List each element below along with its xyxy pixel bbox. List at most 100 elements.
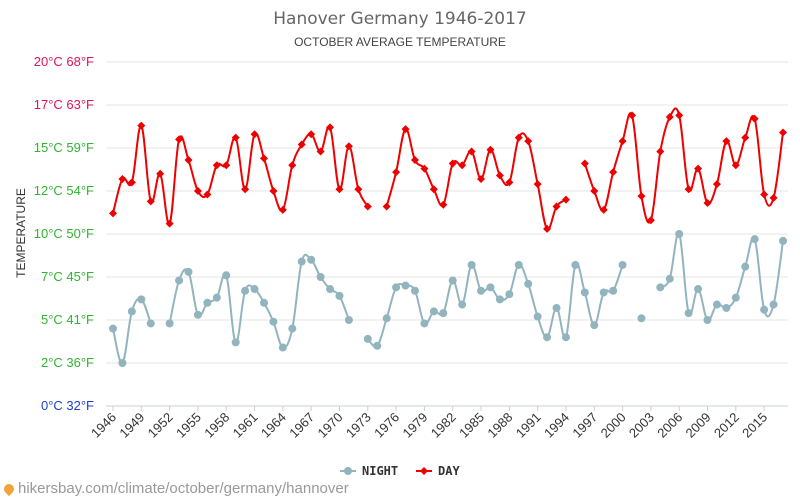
data-point-day[interactable] [288,161,297,170]
data-point-day[interactable] [193,187,202,195]
data-point-day[interactable] [543,224,552,233]
data-point-day[interactable] [712,180,721,189]
data-point-night[interactable] [656,283,665,292]
data-point-night[interactable] [514,260,523,269]
data-point-day[interactable] [109,209,117,218]
data-point-night[interactable] [571,260,580,269]
data-point-night[interactable] [495,295,504,304]
data-point-day[interactable] [467,147,476,156]
data-point-night[interactable] [392,283,401,292]
data-point-day[interactable] [146,197,155,206]
data-point-day[interactable] [760,190,769,199]
data-point-night[interactable] [137,295,146,304]
data-point-day[interactable] [628,111,637,120]
data-point-night[interactable] [750,235,759,244]
data-point-night[interactable] [212,293,221,302]
data-point-night[interactable] [722,303,731,312]
data-point-day[interactable] [269,187,278,195]
data-point-day[interactable] [561,195,570,204]
data-point-day[interactable] [684,185,693,194]
data-point-night[interactable] [590,321,599,330]
data-point-day[interactable] [495,171,504,180]
data-point-night[interactable] [250,285,259,294]
data-point-day[interactable] [429,185,438,194]
data-point-day[interactable] [410,156,419,165]
data-point-night[interactable] [420,319,429,328]
data-point-night[interactable] [524,279,533,288]
source-link[interactable]: hikersbay.com/climate/october/germany/ha… [1,480,349,497]
data-point-day[interactable] [363,202,372,211]
data-point-day[interactable] [779,128,787,137]
data-point-night[interactable] [552,303,561,312]
data-point-night[interactable] [731,293,740,302]
data-point-day[interactable] [250,130,259,139]
data-point-night[interactable] [326,285,335,294]
data-point-day[interactable] [326,123,335,132]
legend-item-day[interactable]: DAY [416,464,460,478]
data-point-night[interactable] [288,324,297,333]
data-point-night[interactable] [410,286,419,295]
data-point-night[interactable] [741,262,750,271]
data-point-night[interactable] [363,334,372,343]
data-point-night[interactable] [769,300,778,309]
data-point-night[interactable] [146,319,155,328]
data-point-day[interactable] [694,164,703,173]
data-point-night[interactable] [429,307,438,316]
data-point-day[interactable] [618,137,627,146]
data-point-night[interactable] [109,324,117,333]
data-point-day[interactable] [533,180,542,189]
data-point-night[interactable] [665,274,674,283]
data-point-day[interactable] [665,113,674,122]
data-point-day[interactable] [609,168,618,177]
data-point-night[interactable] [684,309,693,318]
data-point-day[interactable] [524,137,533,146]
data-point-night[interactable] [599,288,608,297]
data-point-night[interactable] [505,290,514,299]
data-point-night[interactable] [231,338,240,347]
data-point-day[interactable] [127,178,136,187]
data-point-night[interactable] [694,285,703,294]
data-point-night[interactable] [184,267,193,276]
data-point-night[interactable] [486,283,495,292]
data-point-day[interactable] [590,187,599,195]
data-point-day[interactable] [486,145,495,154]
data-point-day[interactable] [222,161,231,170]
data-point-day[interactable] [382,202,391,211]
data-point-day[interactable] [137,121,146,130]
data-point-night[interactable] [118,359,127,367]
data-point-day[interactable] [241,185,250,194]
data-point-night[interactable] [561,333,570,342]
data-point-night[interactable] [637,314,646,323]
data-point-night[interactable] [779,236,787,245]
data-point-night[interactable] [373,341,382,350]
data-point-night[interactable] [477,286,486,295]
data-point-night[interactable] [344,316,353,324]
data-point-day[interactable] [278,205,287,214]
data-point-day[interactable] [439,200,448,209]
data-point-day[interactable] [599,205,608,214]
data-point-night[interactable] [618,260,627,269]
legend[interactable]: NIGHT DAY [340,464,460,478]
data-point-day[interactable] [750,114,759,123]
data-point-night[interactable] [175,276,184,285]
data-point-night[interactable] [448,276,457,285]
data-point-day[interactable] [580,159,589,168]
data-point-night[interactable] [297,257,306,266]
data-point-night[interactable] [316,273,325,281]
data-point-day[interactable] [477,174,486,183]
data-point-day[interactable] [420,164,429,173]
data-point-day[interactable] [165,219,174,228]
data-point-night[interactable] [222,271,231,280]
data-point-night[interactable] [193,310,202,319]
data-point-night[interactable] [241,286,250,295]
data-point-day[interactable] [731,161,740,170]
data-point-night[interactable] [712,300,721,309]
data-point-night[interactable] [335,291,344,300]
data-point-day[interactable] [392,168,401,177]
data-point-night[interactable] [259,298,268,307]
data-point-day[interactable] [675,111,684,120]
data-point-day[interactable] [184,156,193,165]
data-point-day[interactable] [118,174,127,183]
data-point-night[interactable] [458,300,467,309]
legend-item-night[interactable]: NIGHT [340,464,398,478]
